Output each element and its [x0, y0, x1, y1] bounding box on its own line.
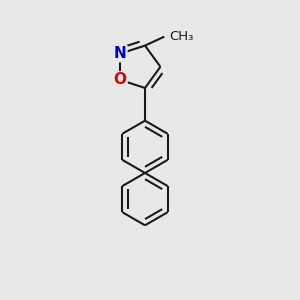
- Text: N: N: [114, 46, 127, 61]
- Text: CH₃: CH₃: [170, 30, 194, 43]
- Text: O: O: [114, 72, 127, 87]
